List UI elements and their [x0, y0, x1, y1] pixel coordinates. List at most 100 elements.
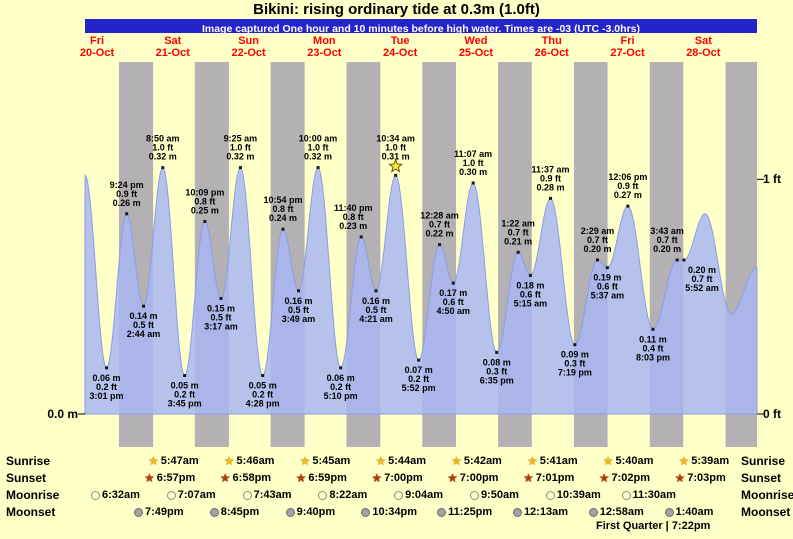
tide-annotation-line: 0.31 m: [382, 151, 410, 161]
tide-annotation-line: 3:49 am: [282, 314, 316, 324]
tide-annotation-line: 4:21 am: [359, 314, 393, 324]
sunset-entry: ★ 7:02pm: [599, 470, 650, 486]
astro-row-label-moonset-right: Moonset: [741, 505, 791, 519]
tide-annotation-line: 2:29 am: [581, 226, 615, 236]
tide-annotation-line: 0.8 ft: [272, 204, 293, 214]
moonset-time: 10:34pm: [372, 506, 417, 518]
tide-annotation-line: 3:45 pm: [168, 399, 202, 409]
tide-point-dot: [394, 173, 398, 177]
tide-point-dot: [183, 374, 187, 377]
tide-annotation-line: 11:07 am: [454, 149, 492, 159]
tide-annotation-line: 0.06 m: [93, 373, 121, 383]
sunset-entry: ★ 7:03pm: [675, 470, 726, 486]
moonrise-circle-icon: [394, 490, 404, 500]
tide-annotation-line: 8:50 am: [146, 134, 180, 144]
sunset-time: 7:03pm: [687, 472, 726, 484]
tide-point-dot: [451, 281, 455, 285]
current-tide-star-icon: [388, 158, 404, 173]
tide-annotation-line: 10:09 pm: [185, 188, 224, 198]
tide-annotation-line: 0.25 m: [191, 206, 219, 216]
tide-annotation-line: 1.0 ft: [230, 143, 251, 153]
moonrise-circle-icon: [91, 490, 100, 500]
tide-point-dot: [203, 220, 207, 223]
sunrise-entry: ★ 5:40am: [603, 453, 654, 469]
tide-point-dot: [125, 212, 129, 216]
day-label-0: Fri 20-Oct: [79, 35, 115, 59]
tide-annotation-line: 0.26 m: [113, 198, 141, 208]
tide-annotation-line: 0.15 m: [207, 304, 235, 314]
sunrise-entry: ★ 5:47am: [148, 453, 199, 469]
tide-annotation-line: 9:24 pm: [110, 180, 144, 190]
sunset-entry: ★ 7:00pm: [371, 470, 422, 486]
day-label-3: Mon 23-Oct: [307, 35, 342, 59]
sunset-time: 7:00pm: [459, 472, 499, 484]
tide-annotation-line: 0.5 ft: [365, 305, 386, 315]
tide-annotation-line: 0.23 m: [339, 221, 367, 231]
tide-annotation-line: 0.6 ft: [520, 289, 541, 299]
moonset-entry: 8:45pm: [209, 504, 259, 520]
astro-row-label-sunrise-left: Sunrise: [6, 454, 51, 468]
tide-annotation-line: 0.6 ft: [443, 297, 464, 307]
sunrise-time: 5:41am: [539, 455, 578, 467]
tide-annotation-line: 0.9 ft: [540, 173, 561, 183]
tide-annotation-line: 0.11 m: [639, 334, 667, 344]
tide-annotation-line: 0.7 ft: [508, 227, 529, 237]
tide-annotation-line: 0.32 m: [304, 152, 332, 162]
moonrise-time: 9:04am: [405, 489, 444, 501]
tide-annotation-line: 9:25 am: [224, 134, 258, 144]
moonset-time: 12:58am: [599, 506, 644, 518]
tide-annotation-line: 3:43 am: [650, 226, 684, 236]
day-labels: Fri 20-Oct Sat 21-Oct Sun 22-Oct Mon 23-Oct Tue 2…: [0, 35, 793, 61]
moon-phase-note: First Quarter | 7:22pm: [596, 520, 711, 532]
moonrise-entry: 8:22am: [318, 487, 367, 503]
moonset-circle-icon: [209, 507, 219, 517]
day-label-2: Sun 22-Oct: [231, 35, 266, 59]
sunset-entry: ★ 6:59pm: [296, 470, 347, 486]
moonset-entry: 11:25pm: [437, 504, 492, 520]
tide-annotation-line: 0.7 ft: [691, 274, 712, 284]
sunrise-entry: ★ 5:39am: [679, 453, 730, 469]
sunrise-time: 5:39am: [691, 455, 730, 467]
moonrise-time: 7:43am: [253, 489, 292, 501]
tide-point-dot: [261, 374, 265, 377]
tide-annotation-line: 0.07 m: [405, 365, 433, 375]
sunset-time: 6:57pm: [156, 472, 196, 484]
tide-point-dot: [651, 327, 655, 331]
tide-annotation-line: 0.32 m: [149, 152, 177, 162]
tide-annotation-line: 10:54 pm: [263, 195, 302, 205]
moonset-time: 12:13am: [523, 506, 568, 518]
astro-row-label-moonset-left: Moonset: [6, 505, 56, 519]
moonrise-time: 8:22am: [329, 489, 368, 501]
sunset-entry: ★ 6:58pm: [220, 470, 271, 486]
sunrise-star-icon: ★: [299, 454, 311, 468]
tide-annotation-line: 5:15 am: [514, 298, 548, 308]
tide-annotation-line: 0.2 ft: [96, 382, 117, 392]
sunset-star-icon: ★: [674, 471, 686, 485]
tide-annotation-line: 0.8 ft: [343, 212, 364, 222]
tide-annotation-line: 10:34 am: [376, 133, 415, 143]
moonset-time: 11:25pm: [448, 506, 493, 518]
moonset-entry: 12:58am: [588, 504, 644, 520]
axis-label-1ft: 1 ft: [763, 172, 781, 186]
sunset-star-icon: ★: [598, 471, 610, 485]
page-title: Bikini: rising ordinary tide at 0.3m (1.…: [253, 1, 540, 18]
tide-annotation-line: 0.2 ft: [408, 374, 429, 384]
sunrise-time: 5:47am: [160, 455, 199, 467]
tide-annotation-line: 0.3 ft: [564, 359, 585, 369]
day-label-6: Thu 26-Oct: [534, 35, 569, 59]
tide-annotation-line: 10:00 am: [299, 134, 338, 144]
tide-annotation-line: 0.5 ft: [288, 305, 309, 315]
tide-annotation-line: 0.7 ft: [429, 220, 450, 230]
astro-row-sunset: Sunset ★ 6:57pm ★ 6:58pm ★ 6:59pm ★ 7:00pm ★ 7:00p…: [0, 470, 793, 486]
tide-annotation-line: 0.2 ft: [330, 382, 351, 392]
tide-annotation-line: 3:01 pm: [90, 391, 124, 401]
tide-annotation-line: 0.2 ft: [174, 390, 195, 400]
moonset-entry: 10:34pm: [361, 504, 417, 520]
moonrise-circle-icon: [469, 490, 479, 500]
tide-annotation-line: 11:37 am: [532, 164, 570, 174]
moonrise-entry: 9:50am: [469, 487, 519, 503]
sunrise-entry: ★ 5:41am: [527, 453, 578, 469]
tide-annotation-line: 5:10 pm: [324, 391, 358, 401]
tide-annotation-line: 7:19 pm: [558, 368, 592, 378]
